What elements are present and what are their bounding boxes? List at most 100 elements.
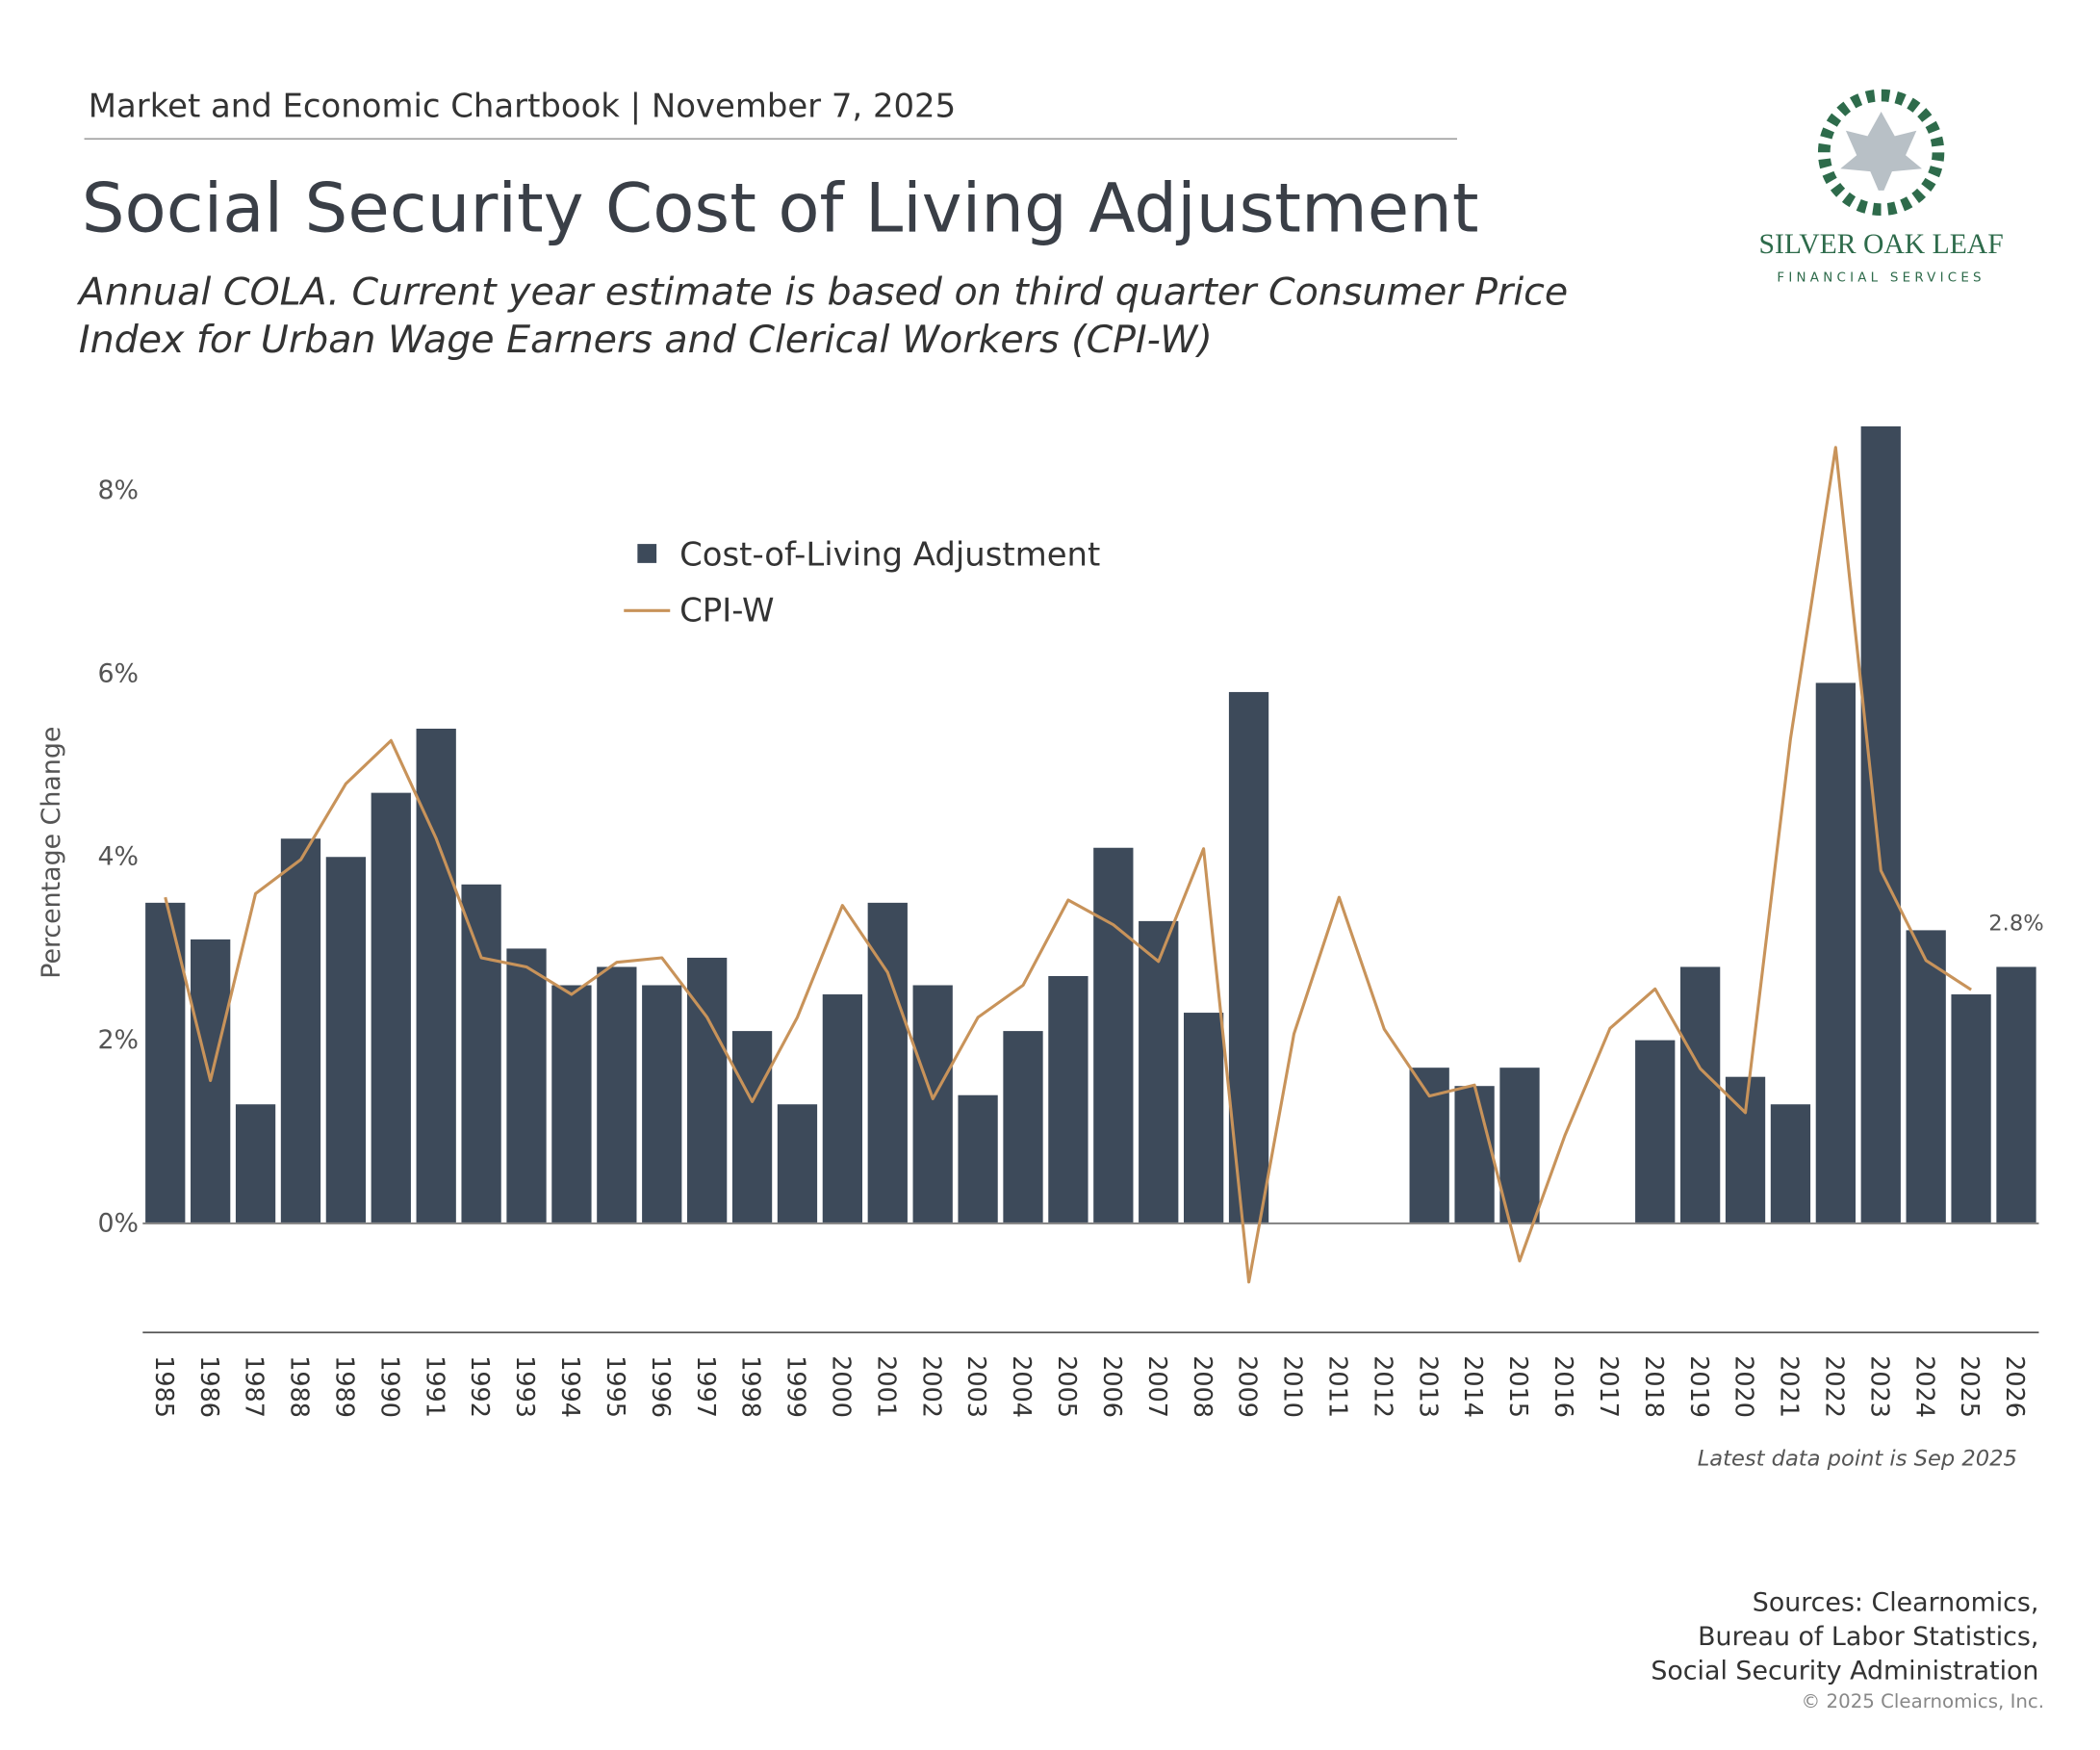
x-tick-label: 2013 bbox=[1414, 1355, 1443, 1418]
bar bbox=[371, 792, 411, 1223]
logo-wreath bbox=[1817, 89, 1945, 217]
bar bbox=[731, 1031, 773, 1223]
bar bbox=[1184, 1013, 1224, 1223]
x-tick-label: 1991 bbox=[421, 1355, 449, 1418]
x-tick-label: 2000 bbox=[827, 1355, 856, 1418]
bar bbox=[280, 838, 321, 1223]
source: Sources: Clearnomics, bbox=[1753, 1588, 2039, 1618]
x-tick-label: 2001 bbox=[872, 1355, 901, 1418]
subtitle: Index for Urban Wage Earners and Clerica… bbox=[79, 318, 1213, 362]
x-tick-label: 2025 bbox=[1956, 1355, 1985, 1418]
x-tick-label: 2016 bbox=[1549, 1355, 1578, 1418]
bar bbox=[1679, 966, 1721, 1223]
logo-leaf bbox=[1840, 111, 1922, 191]
y-tick-label: 6% bbox=[97, 658, 139, 688]
x-tick-label: 2021 bbox=[1776, 1355, 1805, 1418]
bar bbox=[416, 729, 456, 1223]
bar bbox=[506, 948, 547, 1223]
bar bbox=[325, 857, 367, 1223]
bar bbox=[1048, 975, 1088, 1223]
y-axis-label: Percentage Change bbox=[37, 727, 66, 979]
y-tick-label: 8% bbox=[97, 476, 139, 505]
y-tick-label: 4% bbox=[97, 842, 139, 872]
note: Latest data point is Sep 2025 bbox=[1698, 1447, 2017, 1472]
bar bbox=[1815, 682, 1856, 1223]
bar bbox=[1860, 425, 1901, 1223]
x-tick-label: 1996 bbox=[647, 1355, 676, 1418]
bar bbox=[1409, 1068, 1449, 1223]
bar bbox=[1996, 966, 2036, 1223]
bar bbox=[1454, 1086, 1495, 1223]
y-tick-label: 0% bbox=[97, 1208, 139, 1238]
x-tick-label: 2002 bbox=[917, 1355, 946, 1418]
bar bbox=[597, 966, 637, 1223]
x-tick-label: 1990 bbox=[375, 1355, 404, 1418]
x-tick-label: 1989 bbox=[330, 1355, 359, 1418]
legend-swatch bbox=[637, 544, 657, 563]
bar bbox=[1951, 994, 1991, 1223]
x-tick-label: 1995 bbox=[602, 1355, 630, 1418]
x-tick-label: 1986 bbox=[195, 1355, 224, 1418]
source: Bureau of Labor Statistics, bbox=[1698, 1622, 2038, 1652]
x-tick-label: 1993 bbox=[511, 1355, 540, 1418]
x-tick-label: 2014 bbox=[1459, 1355, 1488, 1418]
logo-name: SILVER OAK LEAF bbox=[1759, 229, 2004, 260]
bar bbox=[1003, 1031, 1043, 1223]
x-tick-label: 2012 bbox=[1369, 1355, 1397, 1418]
copyright: © 2025 Clearnomics, Inc. bbox=[1802, 1690, 2045, 1712]
bar bbox=[551, 985, 592, 1223]
bar bbox=[1093, 847, 1134, 1223]
legend-label: CPI-W bbox=[679, 592, 774, 630]
bar bbox=[461, 884, 501, 1223]
legend-label: Cost-of-Living Adjustment bbox=[679, 536, 1100, 574]
x-tick-label: 2004 bbox=[1008, 1355, 1037, 1418]
x-tick-label: 2017 bbox=[1595, 1355, 1624, 1418]
bar bbox=[867, 902, 908, 1223]
x-tick-label: 2011 bbox=[1323, 1355, 1352, 1418]
logo-tagline: FINANCIAL SERVICES bbox=[1777, 271, 1985, 286]
x-tick-label: 1997 bbox=[692, 1355, 721, 1418]
x-tick-label: 2006 bbox=[1098, 1355, 1127, 1418]
x-tick-label: 2009 bbox=[1234, 1355, 1263, 1418]
x-tick-label: 2019 bbox=[1685, 1355, 1714, 1418]
x-tick-label: 2023 bbox=[1865, 1355, 1894, 1418]
source: Social Security Administration bbox=[1651, 1656, 2038, 1686]
x-tick-label: 2008 bbox=[1189, 1355, 1217, 1418]
x-tick-label: 1994 bbox=[556, 1355, 585, 1418]
x-tick-label: 1985 bbox=[150, 1355, 179, 1418]
x-tick-label: 1992 bbox=[466, 1355, 495, 1418]
x-tick-label: 2026 bbox=[2001, 1355, 2030, 1418]
x-tick-label: 1987 bbox=[241, 1355, 269, 1418]
kicker: Market and Economic Chartbook | November… bbox=[89, 88, 956, 125]
x-tick-label: 2018 bbox=[1640, 1355, 1669, 1418]
value-label: 2.8% bbox=[1988, 911, 2043, 936]
bar bbox=[1906, 930, 1946, 1223]
bar bbox=[777, 1104, 818, 1223]
bar bbox=[1499, 1068, 1540, 1223]
bar bbox=[1770, 1104, 1811, 1223]
x-tick-label: 1988 bbox=[286, 1355, 315, 1418]
x-tick-label: 2005 bbox=[1053, 1355, 1082, 1418]
line bbox=[164, 446, 1972, 1284]
x-tick-label: 2024 bbox=[1910, 1355, 1939, 1418]
bar bbox=[642, 985, 682, 1223]
x-tick-label: 2010 bbox=[1279, 1355, 1308, 1418]
x-tick-label: 2015 bbox=[1504, 1355, 1533, 1418]
bar bbox=[822, 994, 863, 1223]
bar bbox=[1635, 1040, 1676, 1223]
x-tick-label: 2003 bbox=[962, 1355, 991, 1418]
x-tick-label: 2022 bbox=[1820, 1355, 1849, 1418]
x-tick-label: 2007 bbox=[1143, 1355, 1172, 1418]
bar bbox=[1139, 920, 1179, 1223]
chart-title: Social Security Cost of Living Adjustmen… bbox=[82, 167, 1479, 247]
logo: SILVER OAK LEAF FINANCIAL SERVICES bbox=[1759, 89, 2004, 286]
bar bbox=[1228, 691, 1269, 1223]
bar bbox=[912, 985, 953, 1223]
x-tick-label: 1998 bbox=[737, 1355, 766, 1418]
y-tick-label: 2% bbox=[97, 1025, 139, 1055]
bar bbox=[958, 1094, 998, 1223]
x-tick-label: 2020 bbox=[1730, 1355, 1759, 1418]
subtitle: Annual COLA. Current year estimate is ba… bbox=[76, 270, 1568, 315]
